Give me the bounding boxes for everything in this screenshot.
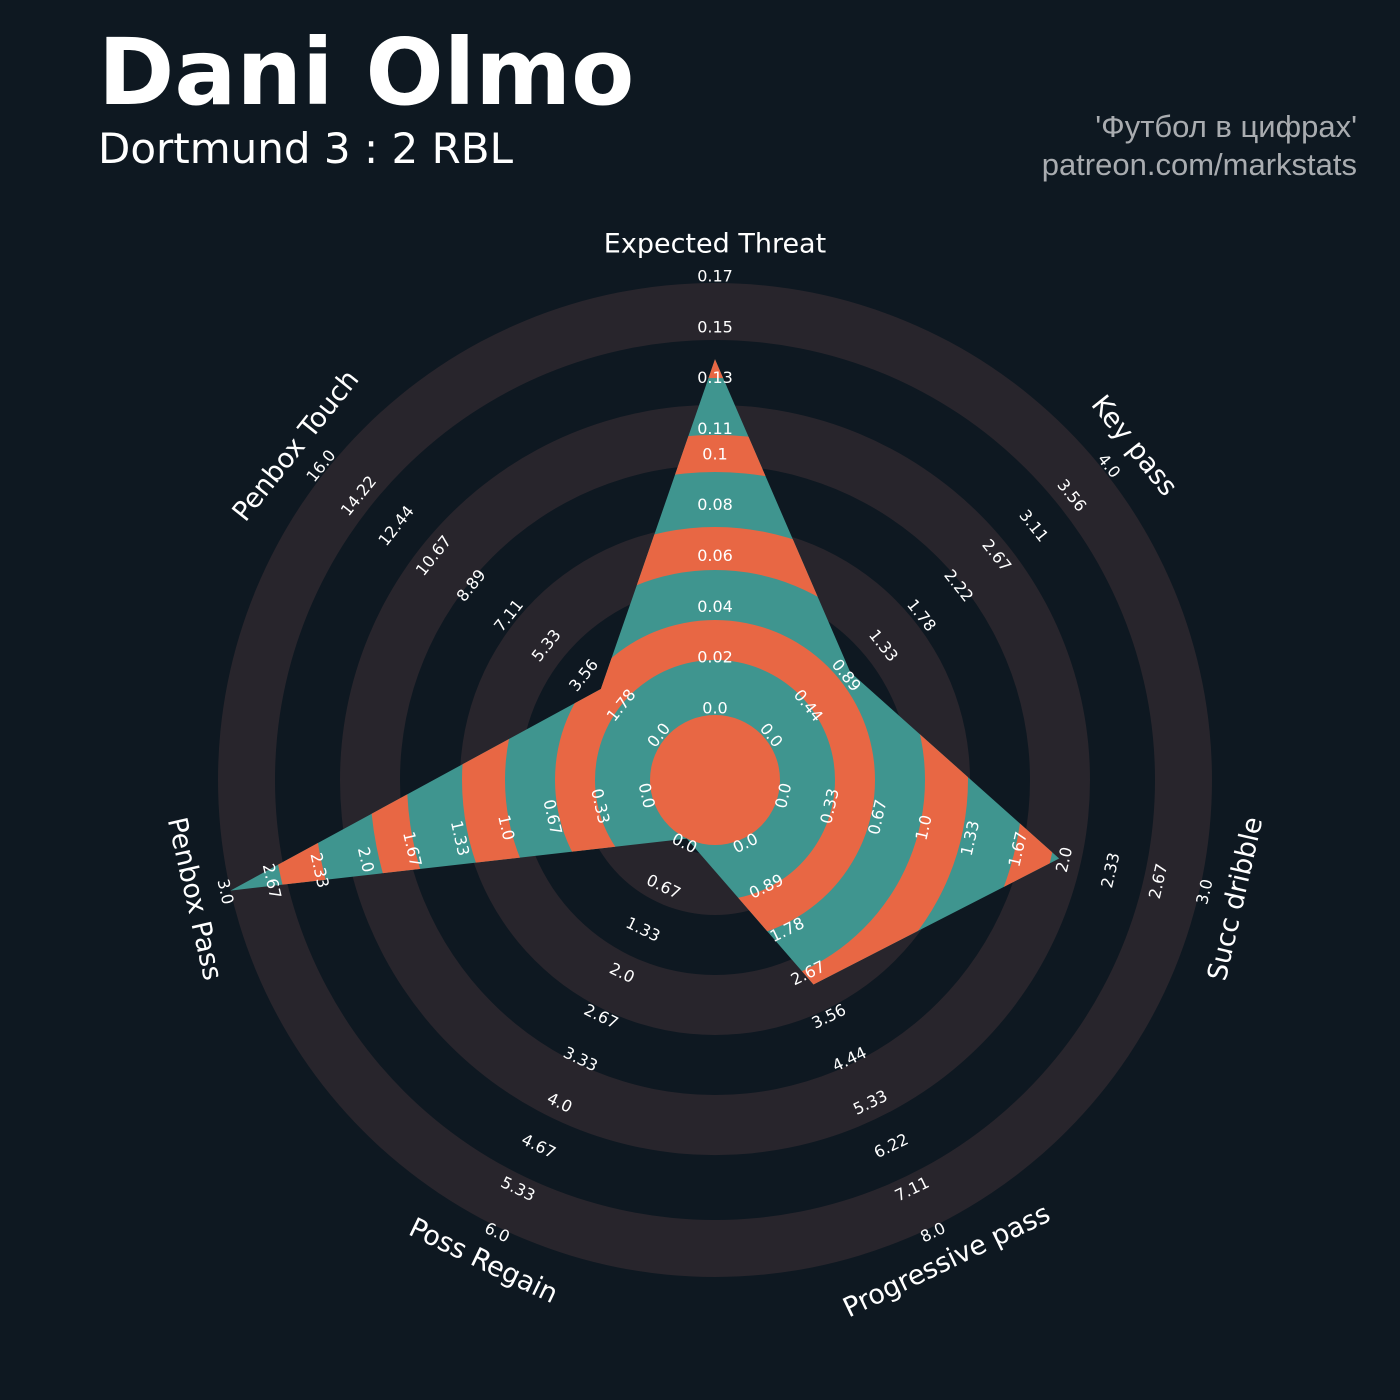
credit: 'Футбол в цифрах' — [1095, 109, 1357, 144]
chart-title: Dani Olmo — [98, 19, 634, 126]
tick-label: 0.11 — [697, 419, 733, 438]
band — [650, 715, 780, 845]
tick-label: 0.13 — [697, 368, 733, 387]
tick-label: 0.15 — [697, 317, 733, 336]
chart-subtitle: Dortmund 3 : 2 RBL — [98, 124, 514, 173]
tick-label: 0.02 — [697, 648, 733, 667]
tick-label: 0.0 — [702, 699, 727, 718]
tick-label: 0.04 — [697, 597, 733, 616]
tick-label: 0.1 — [702, 444, 727, 463]
bands — [270, 359, 1060, 985]
radar — [230, 359, 1060, 985]
tick-label: 0.08 — [697, 495, 733, 514]
credit: patreon.com/markstats — [1042, 147, 1357, 182]
tick-label: 0.17 — [697, 267, 733, 286]
tick-label: 0.06 — [697, 546, 733, 565]
param-label: Expected Threat — [604, 229, 826, 260]
